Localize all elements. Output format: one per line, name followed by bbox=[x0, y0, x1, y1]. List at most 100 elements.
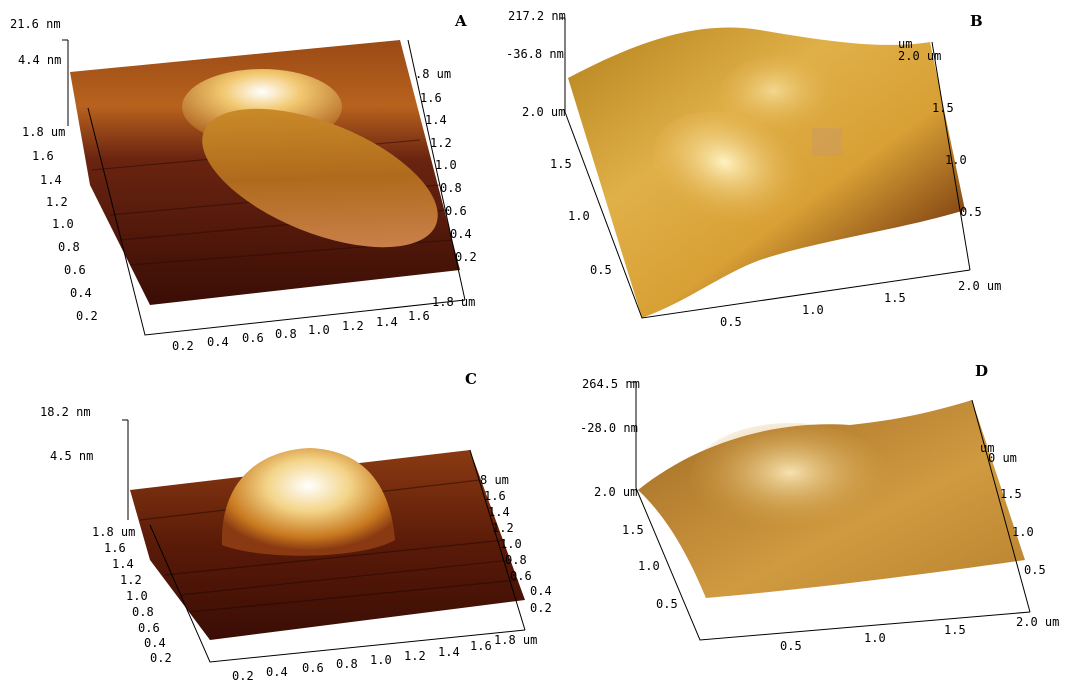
y-tick-label: 1.2 bbox=[430, 136, 452, 150]
afm-particle-d bbox=[690, 423, 890, 533]
y-tick-label: 1.0 bbox=[500, 537, 522, 551]
y-tick-label: 1.0 bbox=[638, 559, 660, 573]
z-min-label-b: -36.8 nm bbox=[506, 47, 564, 61]
y-tick-label: 1.2 bbox=[120, 573, 142, 587]
y-tick-label: 2.0 um bbox=[898, 49, 941, 63]
x-tick-label: 1.0 bbox=[308, 323, 330, 337]
y-tick-label: 1.5 bbox=[1000, 487, 1022, 501]
y-axis-unit-label: um bbox=[898, 37, 912, 51]
y-tick-label: 1.0 bbox=[126, 589, 148, 603]
y-tick-label: 0.5 bbox=[1024, 563, 1046, 577]
y-tick-label: 0.6 bbox=[510, 569, 532, 583]
y-tick-label: 1.0 bbox=[1012, 525, 1034, 539]
y-tick-label: 0.4 bbox=[450, 227, 472, 241]
panel-letter-b: B bbox=[970, 12, 983, 30]
z-max-label-b: 217.2 nm bbox=[508, 9, 566, 23]
y-tick-label: 1.4 bbox=[488, 505, 510, 519]
z-max-label-c: 18.2 nm bbox=[40, 405, 91, 419]
y-tick-label: 0.6 bbox=[138, 621, 160, 635]
y-tick-label: 0.6 bbox=[64, 263, 86, 277]
x-ticks-a: 0.2 0.4 0.6 0.8 1.0 1.2 1.4 1.6 1.8 um bbox=[172, 295, 475, 353]
y-tick-label: 1.5 bbox=[550, 157, 572, 171]
y-axis-unit-label: um bbox=[980, 441, 994, 455]
y-tick-label: 1.4 bbox=[112, 557, 134, 571]
y-tick-label: 0.4 bbox=[530, 584, 552, 598]
x-tick-label: 0.4 bbox=[266, 665, 288, 679]
y-tick-label: .8 um bbox=[415, 67, 451, 81]
y-ticks-right-d: um 0 um 1.5 1.0 0.5 bbox=[980, 441, 1046, 577]
afm-particle-a2 bbox=[202, 108, 438, 248]
y-tick-label: 8 um bbox=[480, 473, 509, 487]
y-tick-label: 1.6 bbox=[484, 489, 506, 503]
x-tick-label: 1.2 bbox=[342, 319, 364, 333]
y-tick-label: 1.4 bbox=[40, 173, 62, 187]
y-ticks-right-c: 8 um 1.6 1.4 1.2 1.0 0.8 0.6 0.4 0.2 bbox=[480, 473, 552, 615]
panel-b: B 217.2 nm -36.8 nm 0.5 1.0 1.5 2.0 um 2… bbox=[506, 9, 1001, 329]
y-tick-label: 2.0 um bbox=[594, 485, 637, 499]
x-tick-label: 1.0 bbox=[802, 303, 824, 317]
x-tick-label: 0.8 bbox=[336, 657, 358, 671]
x-ticks-b: 0.5 1.0 1.5 2.0 um bbox=[720, 279, 1001, 329]
x-tick-label: 0.8 bbox=[275, 327, 297, 341]
y-tick-label: 0.2 bbox=[76, 309, 98, 323]
afm-particle-c bbox=[221, 448, 395, 556]
y-ticks-right-a: .8 um 1.6 1.4 1.2 1.0 0.8 0.6 0.4 0.2 bbox=[415, 67, 477, 264]
x-tick-label: 0.2 bbox=[172, 339, 194, 353]
y-tick-label: 2.0 um bbox=[522, 105, 565, 119]
x-tick-label: 2.0 um bbox=[958, 279, 1001, 293]
panel-a: A 21.6 nm 4.4 nm 0.2 0.4 0.6 0.8 1.0 1.2… bbox=[10, 12, 477, 353]
panel-c: C 18.2 nm 4.5 nm 0.2 0.4 0.6 0.8 1.0 1.2… bbox=[40, 370, 552, 683]
y-tick-label: 0.8 bbox=[132, 605, 154, 619]
x-tick-label: 1.6 bbox=[470, 639, 492, 653]
y-tick-label: 0 um bbox=[988, 451, 1017, 465]
y-tick-label: 1.5 bbox=[932, 101, 954, 115]
y-tick-label: 0.5 bbox=[656, 597, 678, 611]
x-tick-label: 0.5 bbox=[780, 639, 802, 653]
y-tick-label: 0.4 bbox=[144, 636, 166, 650]
y-tick-label: 0.2 bbox=[455, 250, 477, 264]
x-tick-label: 0.6 bbox=[302, 661, 324, 675]
y-tick-label: 1.6 bbox=[32, 149, 54, 163]
y-tick-label: 1.6 bbox=[420, 91, 442, 105]
y-tick-label: 0.2 bbox=[150, 651, 172, 665]
y-ticks-left-a: 1.8 um 1.6 1.4 1.2 1.0 0.8 0.6 0.4 0.2 bbox=[22, 125, 98, 323]
panel-letter-d: D bbox=[975, 362, 988, 380]
y-ticks-left-b: 2.0 um 1.5 1.0 0.5 bbox=[522, 105, 612, 277]
y-tick-label: 1.8 um bbox=[92, 525, 135, 539]
x-tick-label: 0.6 bbox=[242, 331, 264, 345]
y-tick-label: 1.2 bbox=[492, 521, 514, 535]
x-tick-label: 1.8 um bbox=[432, 295, 475, 309]
y-ticks-left-c: 1.8 um 1.6 1.4 1.2 1.0 0.8 0.6 0.4 0.2 bbox=[92, 525, 172, 665]
y-ticks-left-d: 2.0 um 1.5 1.0 0.5 bbox=[594, 485, 678, 611]
y-tick-label: 0.2 bbox=[530, 601, 552, 615]
x-tick-label: 1.4 bbox=[438, 645, 460, 659]
y-tick-label: 0.5 bbox=[590, 263, 612, 277]
x-tick-label: 1.6 bbox=[408, 309, 430, 323]
z-max-label-a: 21.6 nm bbox=[10, 17, 61, 31]
x-tick-label: 1.8 um bbox=[494, 633, 537, 647]
x-tick-label: 1.5 bbox=[884, 291, 906, 305]
x-tick-label: 1.0 bbox=[370, 653, 392, 667]
y-tick-label: 0.8 bbox=[440, 181, 462, 195]
y-tick-label: 1.2 bbox=[46, 195, 68, 209]
y-tick-label: 0.8 bbox=[58, 240, 80, 254]
y-tick-label: 1.0 bbox=[52, 217, 74, 231]
y-tick-label: 1.6 bbox=[104, 541, 126, 555]
x-ticks-c: 0.2 0.4 0.6 0.8 1.0 1.2 1.4 1.6 1.8 um bbox=[232, 633, 537, 683]
x-tick-label: 0.2 bbox=[232, 669, 254, 683]
x-tick-label: 1.2 bbox=[404, 649, 426, 663]
y-tick-label: 0.5 bbox=[960, 205, 982, 219]
y-tick-label: 1.0 bbox=[945, 153, 967, 167]
y-tick-label: 1.4 bbox=[425, 113, 447, 127]
x-tick-label: 0.5 bbox=[720, 315, 742, 329]
y-tick-label: 0.8 bbox=[505, 553, 527, 567]
panel-letter-a: A bbox=[454, 12, 467, 30]
y-ticks-right-b: um 2.0 um 1.5 1.0 0.5 bbox=[898, 37, 982, 219]
y-tick-label: 0.4 bbox=[70, 286, 92, 300]
x-tick-label: 1.4 bbox=[376, 315, 398, 329]
z-min-label-c: 4.5 nm bbox=[50, 449, 93, 463]
x-tick-label: 1.5 bbox=[944, 623, 966, 637]
y-tick-label: 1.0 bbox=[435, 158, 457, 172]
z-min-label-a: 4.4 nm bbox=[18, 53, 61, 67]
